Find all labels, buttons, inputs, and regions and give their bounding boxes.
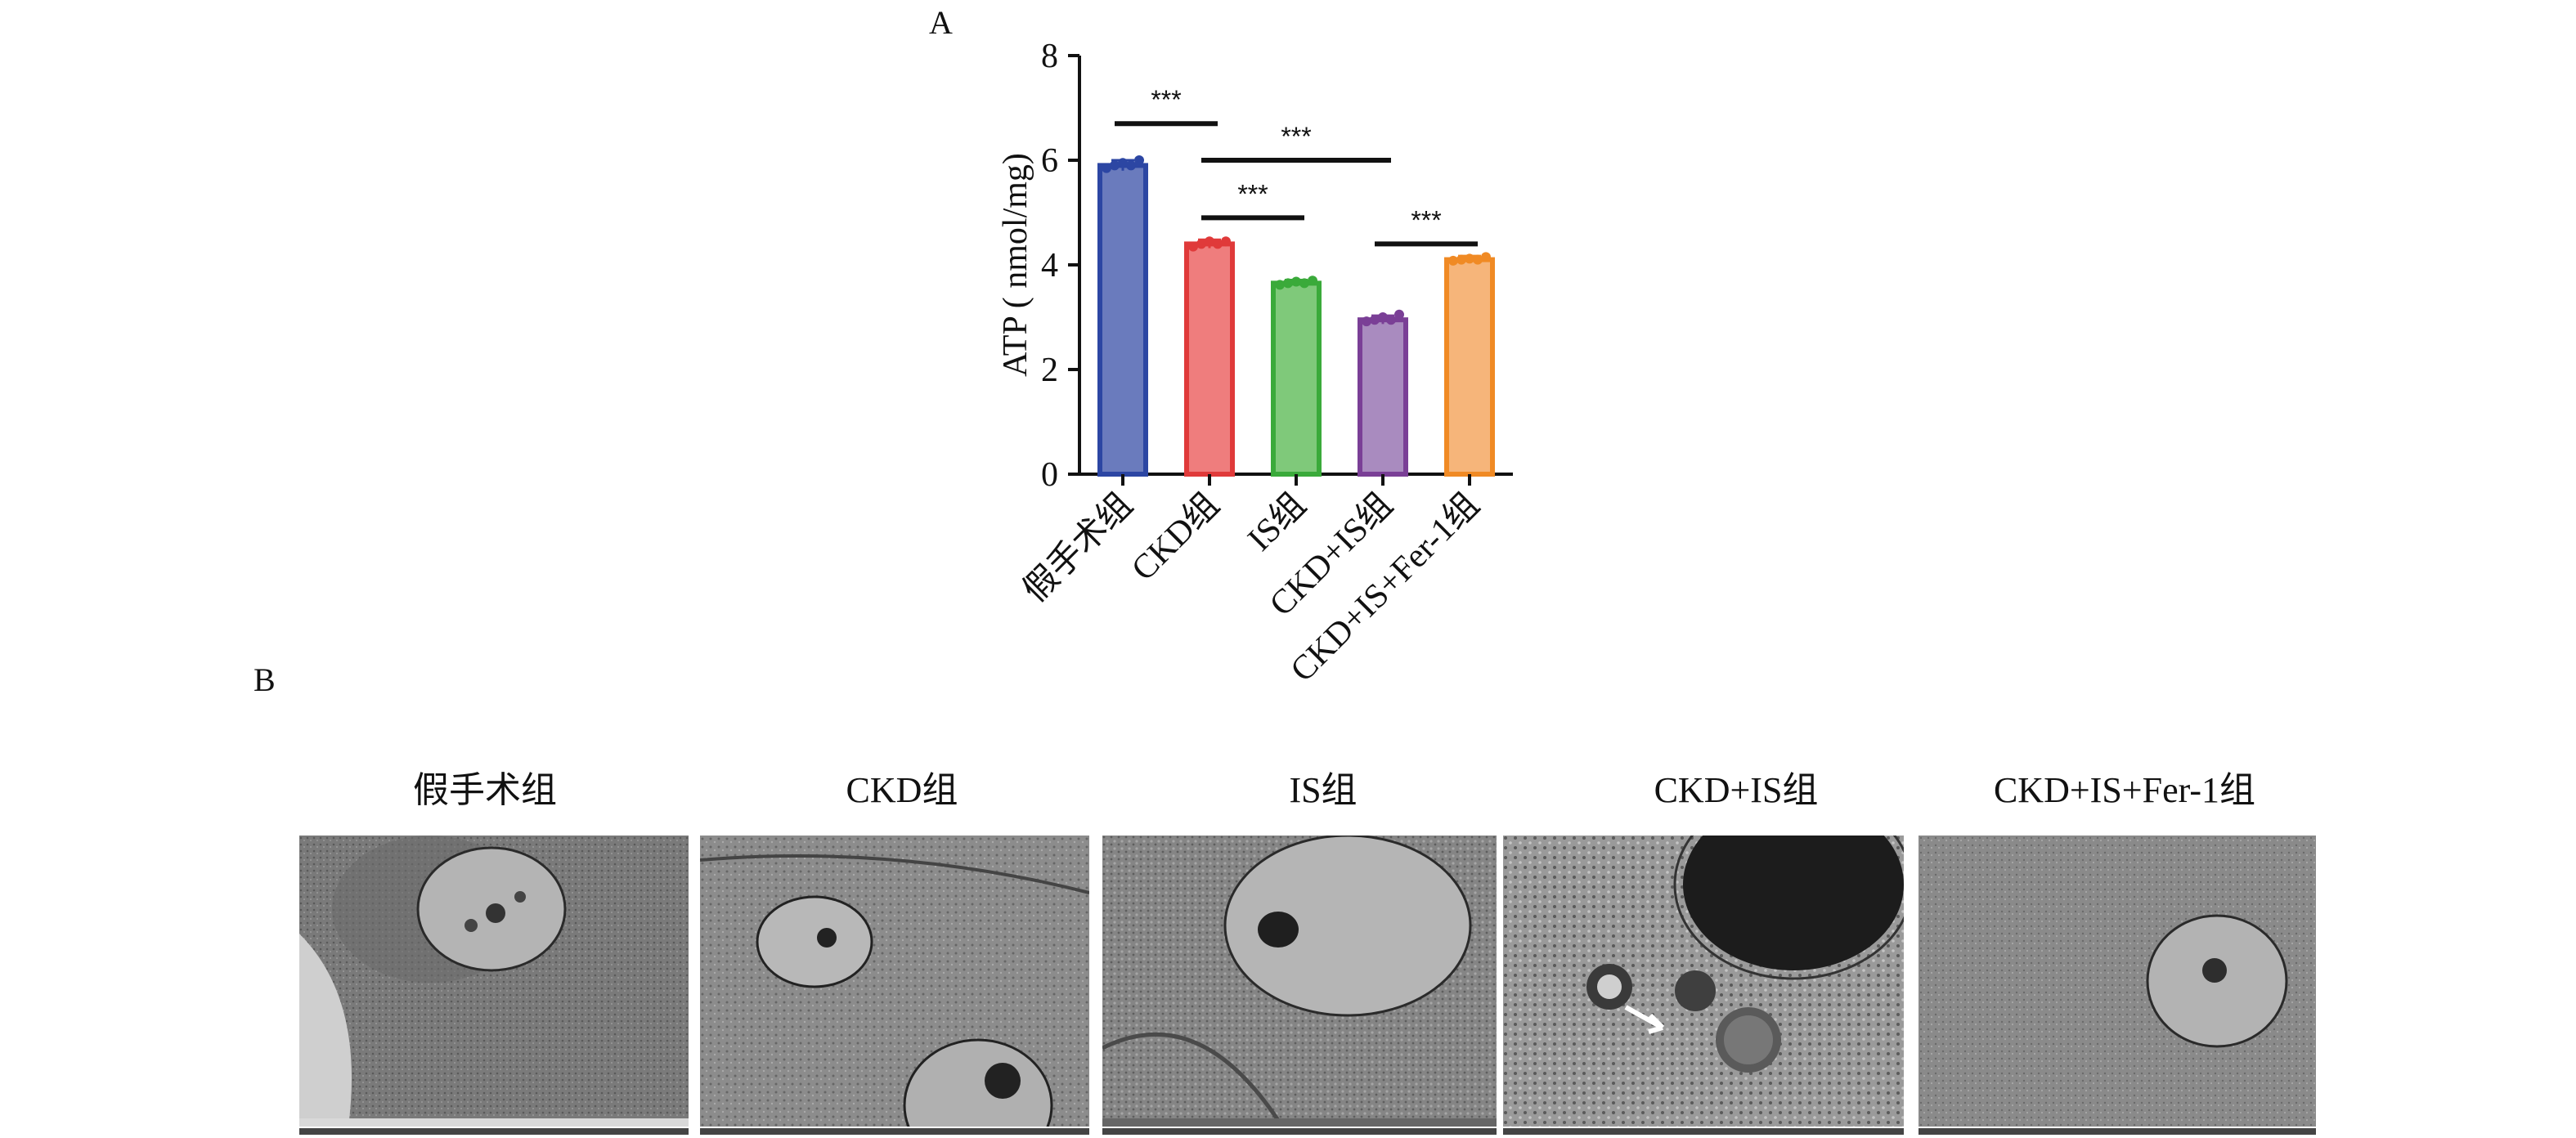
y-tick-label: 0 xyxy=(1041,456,1058,494)
data-point xyxy=(1118,158,1128,168)
em-title-ckd-is-fer1: CKD+IS+Fer-1组 xyxy=(1993,770,2256,810)
data-point xyxy=(1213,239,1223,249)
data-point xyxy=(1481,252,1491,262)
em-image-is xyxy=(1102,836,1497,1127)
x-tick-label: CKD组 xyxy=(1124,486,1227,589)
data-point xyxy=(1456,254,1466,265)
data-point xyxy=(1299,278,1309,289)
significance-label: *** xyxy=(1151,85,1181,114)
panel-label-b: B xyxy=(254,661,276,698)
scale-strip-ckd-is-fer1 xyxy=(1919,1128,2316,1135)
data-point xyxy=(1394,309,1404,320)
y-tick-label: 2 xyxy=(1041,352,1058,389)
significance-label: *** xyxy=(1237,179,1268,208)
panel-label-a: A xyxy=(929,4,953,41)
bar xyxy=(1097,163,1148,477)
data-point xyxy=(1134,155,1144,165)
data-point xyxy=(1378,312,1388,322)
data-point xyxy=(1473,254,1483,265)
em-image-sham xyxy=(299,836,689,1127)
data-point xyxy=(1110,160,1120,171)
data-point xyxy=(1188,241,1198,252)
x-tick-label: IS组 xyxy=(1241,486,1313,559)
data-point xyxy=(1221,236,1231,247)
x-tick-label: 假手术组 xyxy=(1016,486,1140,610)
data-point xyxy=(1102,163,1111,173)
data-point xyxy=(1283,278,1293,289)
em-title-ckd-is: CKD+IS组 xyxy=(1654,770,1819,810)
significance-label: *** xyxy=(1411,205,1441,235)
data-point xyxy=(1291,276,1301,287)
em-image-ckd xyxy=(700,836,1089,1127)
em-title-is: IS组 xyxy=(1289,770,1358,810)
y-tick-label: 6 xyxy=(1041,142,1058,180)
em-title-sham: 假手术组 xyxy=(413,770,557,810)
data-point xyxy=(1308,276,1317,286)
data-point xyxy=(1465,253,1474,264)
data-point xyxy=(1370,315,1380,325)
em-image-ckd-is xyxy=(1503,836,1904,1127)
data-point xyxy=(1196,239,1206,249)
data-point xyxy=(1386,315,1396,325)
significance-label: *** xyxy=(1281,122,1311,151)
data-point xyxy=(1448,255,1458,266)
em-title-ckd: CKD组 xyxy=(846,770,958,810)
scale-strip-ckd-is xyxy=(1503,1128,1904,1135)
bar xyxy=(1444,257,1495,477)
y-tick-label: 4 xyxy=(1041,247,1058,284)
data-point xyxy=(1275,280,1285,290)
bar xyxy=(1358,317,1408,477)
data-point xyxy=(1205,236,1214,247)
data-point xyxy=(1362,316,1371,327)
scale-strip-ckd xyxy=(700,1128,1089,1135)
scale-strip-is xyxy=(1102,1128,1497,1135)
bar xyxy=(1271,280,1322,477)
em-image-ckd-is-fer1 xyxy=(1919,836,2316,1127)
data-point xyxy=(1126,160,1136,171)
scale-strip-sham xyxy=(299,1128,689,1135)
bar xyxy=(1184,241,1235,477)
y-axis-label: ATP ( nmol/mg) xyxy=(997,153,1034,377)
y-tick-label: 8 xyxy=(1041,38,1058,75)
